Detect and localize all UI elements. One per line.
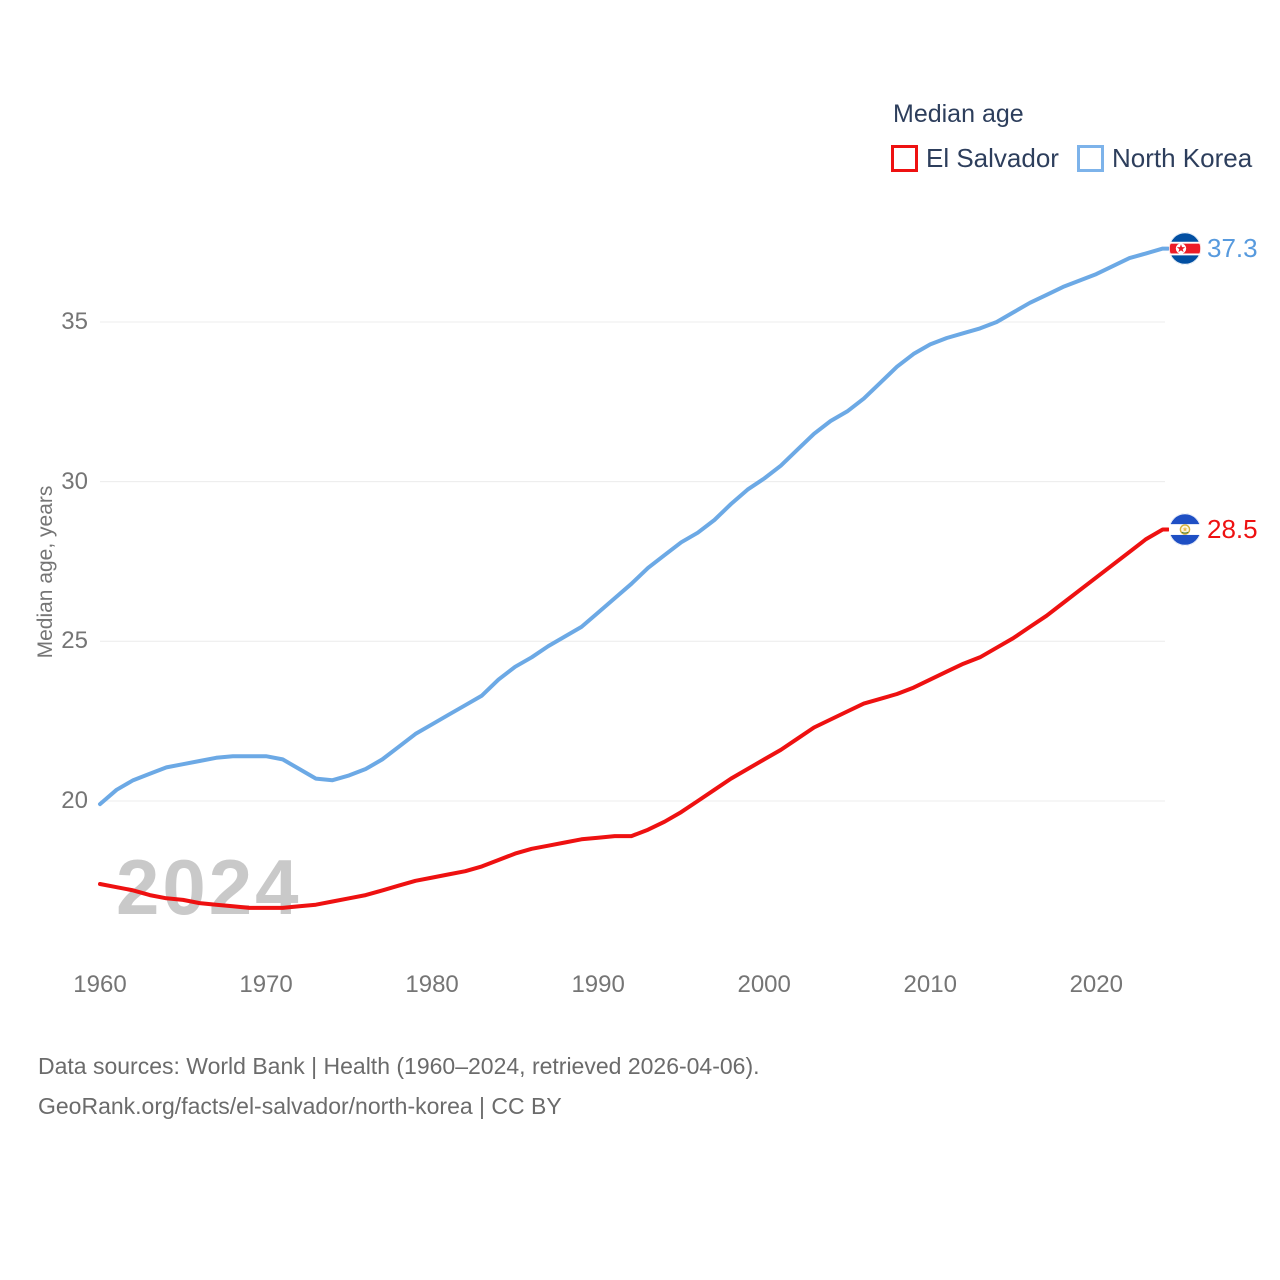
north-korea-flag-icon (1169, 232, 1201, 265)
footer-sources-line: Data sources: World Bank | Health (1960–… (38, 1053, 760, 1079)
y-tick-label: 20 (61, 786, 88, 814)
north-korea-swatch-icon (1076, 145, 1104, 172)
footer: Data sources: World Bank | Health (1960–… (38, 1046, 760, 1126)
x-tick-label: 2020 (1069, 971, 1123, 998)
legend-item-north-korea[interactable]: North Korea (1076, 143, 1253, 174)
series-line-north-korea (98, 246, 1170, 807)
x-tick-label: 2000 (737, 971, 791, 998)
legend-title: Median age (893, 100, 1024, 128)
y-tick-label: 30 (61, 467, 88, 495)
legend-items: El Salvador North Korea (891, 143, 1270, 174)
footer-attribution-line: GeoRank.org/facts/el-salvador/north-kore… (38, 1093, 562, 1119)
legend-item-label: North Korea (1111, 143, 1253, 173)
end-value-el-salvador: 28.5 (1207, 514, 1258, 544)
el-salvador-swatch-icon (891, 145, 918, 172)
el-salvador-flag-icon (1169, 513, 1201, 546)
x-tick-label: 1970 (239, 971, 293, 998)
legend-item-el-salvador[interactable]: El Salvador (891, 143, 1059, 174)
x-tick-label: 1990 (571, 971, 625, 998)
watermark-year: 2024 (116, 843, 302, 931)
y-tick-label: 25 (61, 627, 88, 655)
legend: Median age El Salvador North Korea (891, 100, 1270, 174)
y-tick-label: 35 (61, 308, 88, 335)
legend-item-label: El Salvador (926, 143, 1059, 173)
series-line-el-salvador (98, 527, 1170, 910)
x-tick-label: 1980 (405, 971, 459, 998)
end-value-north-korea: 37.3 (1207, 233, 1258, 263)
x-tick-label: 1960 (73, 971, 127, 998)
x-tick-label: 2010 (903, 971, 957, 998)
